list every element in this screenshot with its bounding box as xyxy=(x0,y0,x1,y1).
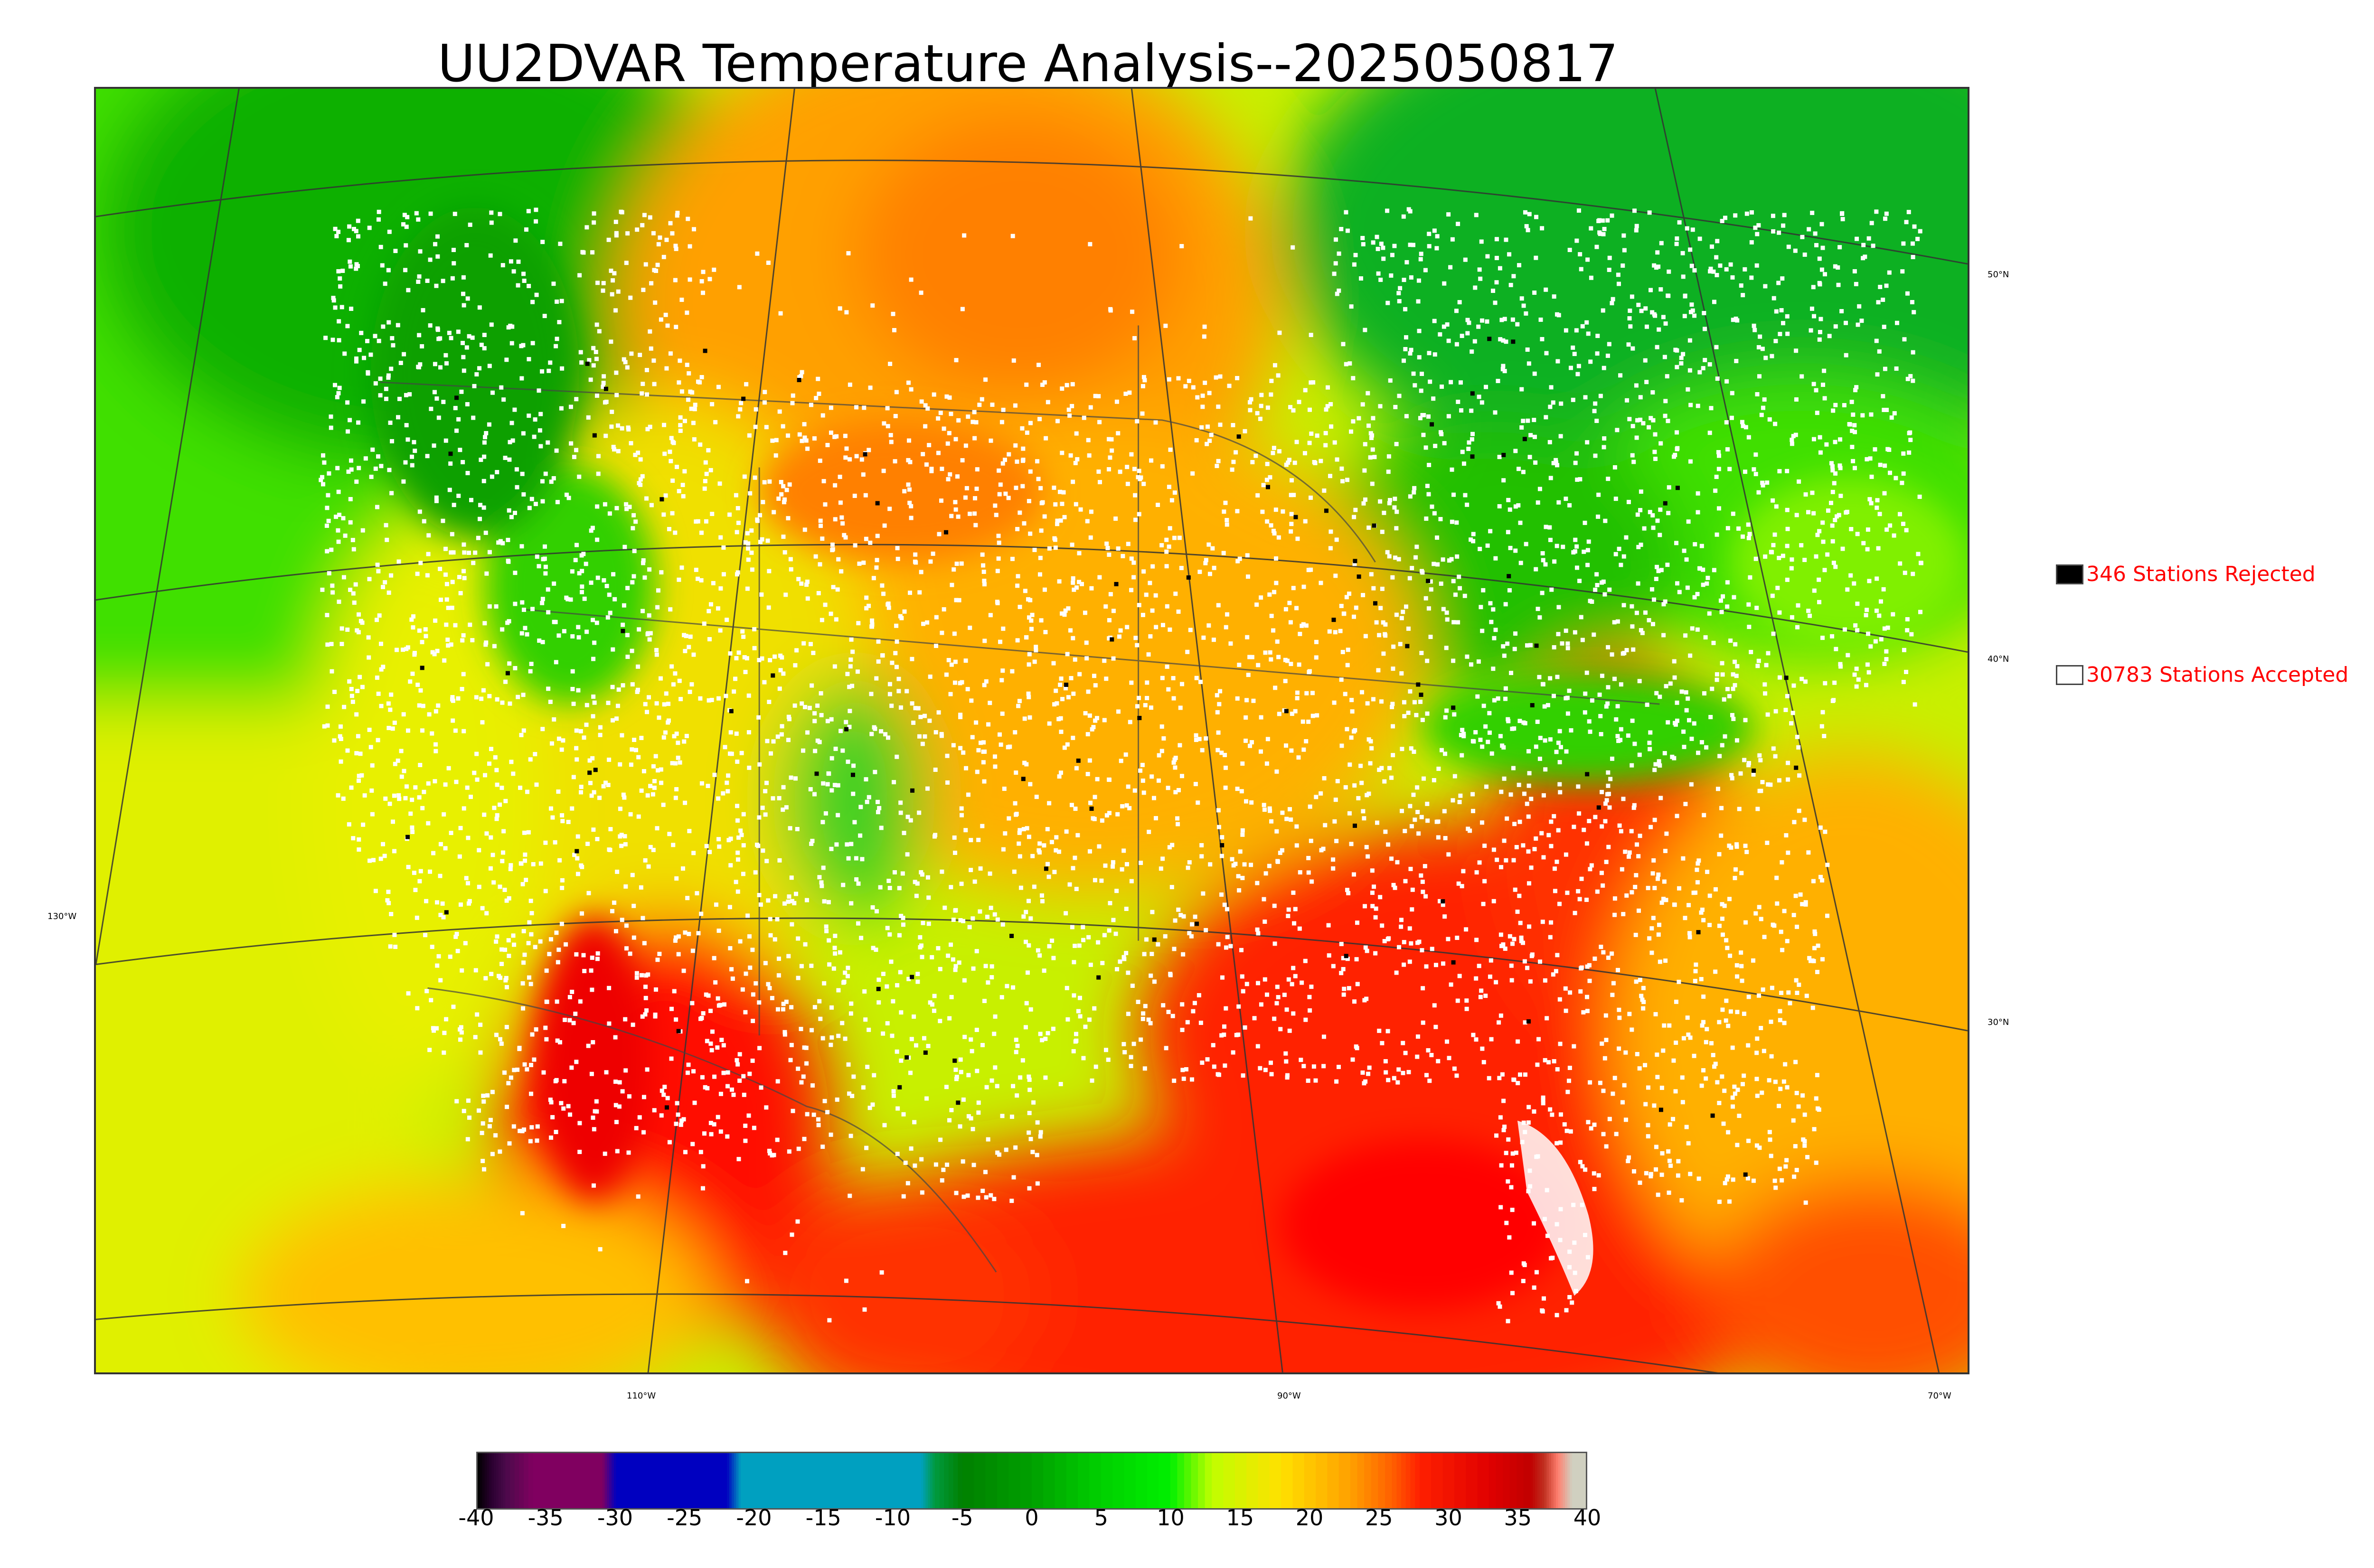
colorbar-tick-label: -15 xyxy=(805,1505,841,1530)
colorbar-tick-label: 35 xyxy=(1504,1505,1532,1530)
lon-label-110: 110°W xyxy=(627,1391,656,1401)
lon-label-90: 90°W xyxy=(1277,1391,1301,1401)
colorbar-tick-label: 15 xyxy=(1226,1505,1254,1530)
lon-label-70: 70°W xyxy=(1928,1391,1951,1401)
colorbar-tick-label: -25 xyxy=(667,1505,703,1530)
colorbar-tick-label: -20 xyxy=(736,1505,772,1530)
station-markers xyxy=(319,207,1923,1324)
colorbar-tick-label: -10 xyxy=(875,1505,911,1530)
temperature-colorbar xyxy=(476,1452,1587,1510)
colorbar-tick-label: 0 xyxy=(1025,1505,1039,1530)
lon-label-130: 130°W xyxy=(47,911,77,921)
legend-accepted-label: 30783 Stations Accepted xyxy=(2086,663,2349,687)
map-title: UU2DVAR Temperature Analysis--2025050817 xyxy=(437,34,1619,94)
colorbar-tick-label: -5 xyxy=(951,1505,973,1530)
rejected-swatch-icon xyxy=(2056,564,2083,584)
colorbar-tick-label: 40 xyxy=(1573,1505,1602,1530)
lat-label-40: 40°N xyxy=(1988,654,2009,664)
map-canvas xyxy=(96,89,1968,1372)
legend-rejected: 346 Stations Rejected xyxy=(2056,562,2316,586)
colorbar-tick-label: -30 xyxy=(597,1505,633,1530)
colorbar-tick-label: 10 xyxy=(1157,1505,1185,1530)
lat-label-50: 50°N xyxy=(1988,270,2009,280)
colorbar-tick-label: 25 xyxy=(1365,1505,1393,1530)
colorbar-tick-label: -35 xyxy=(528,1505,564,1530)
colorbar-tick-label: 5 xyxy=(1094,1505,1108,1530)
colorbar-tick-label: 30 xyxy=(1434,1505,1462,1530)
legend-accepted: 30783 Stations Accepted xyxy=(2056,663,2348,687)
colorbar-tick-label: -40 xyxy=(458,1505,494,1530)
accepted-swatch-icon xyxy=(2056,665,2083,685)
lat-label-30: 30°N xyxy=(1988,1017,2009,1027)
temperature-analysis-map xyxy=(94,87,1969,1374)
legend-rejected-label: 346 Stations Rejected xyxy=(2086,562,2316,586)
colorbar-tick-label: 20 xyxy=(1295,1505,1324,1530)
